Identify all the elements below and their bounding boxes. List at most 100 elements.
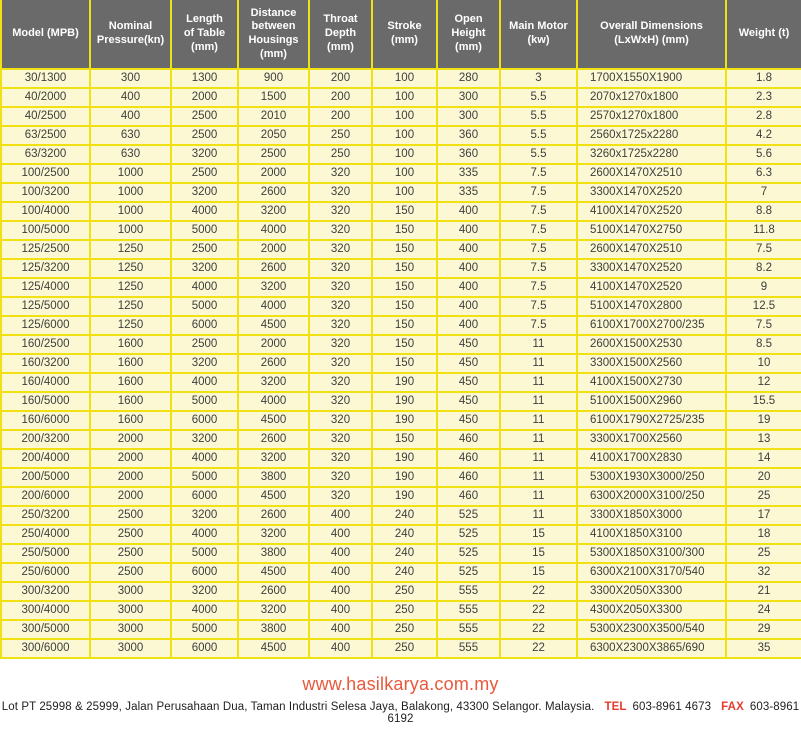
table-cell: 3200 [170,353,239,374]
table-cell: 300/4000 [0,600,91,621]
table-cell: 320 [308,182,373,203]
table-cell: 400 [308,543,373,564]
table-cell: 400 [308,505,373,526]
table-cell: 3000 [89,581,172,602]
table-cell: 1600 [89,410,172,431]
table-cell: 5000 [170,467,239,488]
table-cell: 400 [308,619,373,640]
table-cell: 4500 [237,315,310,336]
table-row: 200/5000 2000 5000 3800 320 190 460 11 5300X1930… [0,467,801,488]
table-cell: 250/6000 [0,562,91,583]
table-cell: 6.3 [725,163,801,184]
table-cell: 30/1300 [0,68,91,89]
table-cell: 2500 [89,562,172,583]
table-row: 250/4000 2500 4000 3200 400 240 525 15 4100X1850… [0,524,801,545]
table-cell: 320 [308,448,373,469]
table-cell: 320 [308,277,373,298]
table-cell: 150 [371,201,438,222]
table-cell: 17 [725,505,801,526]
table-cell: 320 [308,391,373,412]
table-cell: 2500 [170,239,239,260]
table-cell: 4100X1700X2830 [576,448,727,469]
table-cell: 250 [371,619,438,640]
table-cell: 6100X1790X2725/235 [576,410,727,431]
table-cell: 100 [371,182,438,203]
table-row: 100/2500 1000 2500 2000 320 100 335 7.5 2600X147… [0,163,801,184]
table-cell: 1700X1550X1900 [576,68,727,89]
table-cell: 320 [308,410,373,431]
table-cell: 150 [371,239,438,260]
column-header: Nominal Pressure(kn) [89,0,172,70]
table-cell: 200/3200 [0,429,91,450]
footer: www.hasilkarya.com.my Lot PT 25998 & 259… [0,659,801,725]
table-cell: 400 [308,600,373,621]
table-cell: 11 [499,448,578,469]
table-cell: 5000 [170,296,239,317]
table-cell: 525 [436,543,501,564]
column-header: Distance between Housings (mm) [237,0,310,70]
table-row: 100/4000 1000 4000 3200 320 150 400 7.5 4100X147… [0,201,801,222]
table-cell: 100 [371,163,438,184]
table-cell: 200/6000 [0,486,91,507]
table-cell: 4000 [170,201,239,222]
website-link[interactable]: www.hasilkarya.com.my [302,674,499,694]
table-cell: 24 [725,600,801,621]
table-cell: 400 [89,87,172,108]
table-cell: 7.5 [499,201,578,222]
table-cell: 2500 [237,144,310,165]
table-cell: 320 [308,258,373,279]
table-row: 200/6000 2000 6000 4500 320 190 460 11 6300X2000… [0,486,801,507]
table-cell: 450 [436,391,501,412]
table-cell: 190 [371,372,438,393]
table-row: 63/2500 630 2500 2050 250 100 360 5.5 2560x1725x… [0,125,801,146]
table-cell: 7.5 [499,315,578,336]
table-cell: 4000 [170,600,239,621]
table-row: 160/3200 1600 3200 2600 320 150 450 11 3300X1500… [0,353,801,374]
table-cell: 3200 [237,277,310,298]
table-cell: 12.5 [725,296,801,317]
table-cell: 4100X1500X2730 [576,372,727,393]
table-cell: 11 [499,372,578,393]
table-cell: 11 [499,391,578,412]
table-cell: 2500 [89,524,172,545]
table-cell: 4100X1470X2520 [576,201,727,222]
table-cell: 320 [308,220,373,241]
table-cell: 300 [436,106,501,127]
address-line: Lot PT 25998 & 25999, Jalan Perusahaan D… [0,701,801,725]
column-header: Weight (t) [725,0,801,70]
table-row: 40/2000 400 2000 1500 200 100 300 5.5 2070x1270x… [0,87,801,108]
table-cell: 400 [436,239,501,260]
table-cell: 555 [436,638,501,659]
table-cell: 7.5 [499,182,578,203]
table-cell: 5000 [170,220,239,241]
table-cell: 7 [725,182,801,203]
table-cell: 14 [725,448,801,469]
table-cell: 1000 [89,220,172,241]
column-header: Throat Depth (mm) [308,0,373,70]
table-cell: 400 [89,106,172,127]
table-cell: 3300X1470X2520 [576,182,727,203]
table-cell: 2600 [237,258,310,279]
table-row: 100/3200 1000 3200 2600 320 100 335 7.5 3300X147… [0,182,801,203]
table-cell: 360 [436,144,501,165]
table-cell: 19 [725,410,801,431]
table-cell: 125/3200 [0,258,91,279]
table-cell: 250/3200 [0,505,91,526]
table-cell: 3800 [237,619,310,640]
table-cell: 11.8 [725,220,801,241]
table-cell: 240 [371,505,438,526]
address-text: Lot PT 25998 & 25999, Jalan Perusahaan D… [1,701,595,713]
table-cell: 320 [308,163,373,184]
table-cell: 29 [725,619,801,640]
table-cell: 160/4000 [0,372,91,393]
table-cell: 7.5 [499,163,578,184]
table-cell: 3200 [237,201,310,222]
table-cell: 5100X1470X2800 [576,296,727,317]
table-cell: 320 [308,486,373,507]
table-cell: 555 [436,600,501,621]
table-cell: 63/3200 [0,144,91,165]
column-header: Length of Table (mm) [170,0,239,70]
table-cell: 5.5 [499,87,578,108]
table-cell: 6000 [170,562,239,583]
table-cell: 460 [436,486,501,507]
